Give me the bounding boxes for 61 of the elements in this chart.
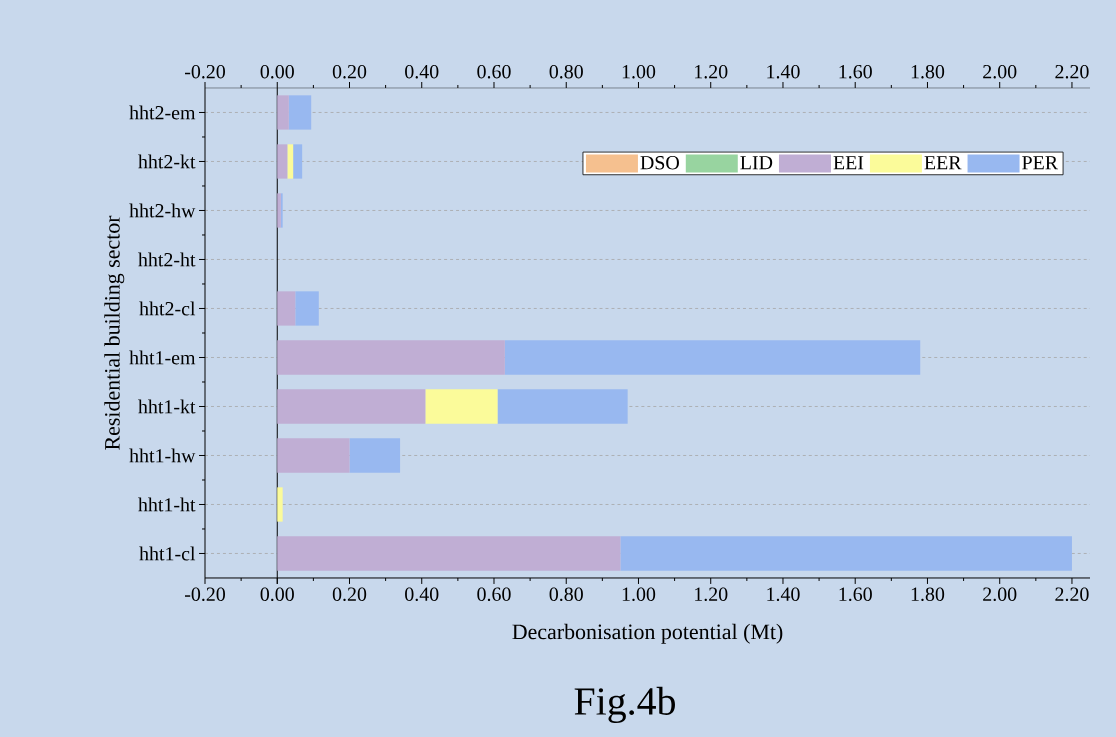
x-tick-label: 0.20 — [332, 587, 367, 602]
bar — [277, 144, 288, 179]
x-tick-label: 1.20 — [695, 587, 728, 602]
x-tick-label: 2.00 — [983, 587, 1017, 602]
y-tick-label: hht2-kt — [138, 154, 196, 169]
x2-tick-label: 0.20 — [332, 64, 367, 79]
x2-tick-label: 2.20 — [1055, 64, 1089, 79]
x-tick-label: 0.00 — [260, 587, 294, 602]
legend-label: EEI — [833, 156, 864, 170]
y-tick-label: hht2-hw — [129, 203, 196, 218]
x2-tick-label: 1.00 — [622, 64, 656, 79]
x2-tick-label: 2.00 — [983, 64, 1017, 79]
x2-tick-label: 0.60 — [477, 64, 511, 79]
bar — [497, 389, 628, 424]
bar — [288, 95, 312, 130]
y-tick-label: hht1-ht — [138, 497, 196, 512]
y-tick-label: hht1-hw — [129, 448, 196, 463]
x-tick-label: 1.80 — [911, 587, 945, 602]
x-tick-label: 1.00 — [622, 587, 656, 602]
y-tick-label: hht2-em — [129, 105, 196, 120]
y-axis-title: Residential building sector — [104, 215, 125, 450]
bar — [277, 487, 283, 522]
y-tick-label: hht2-cl — [139, 301, 196, 316]
caption: Fig.4b — [574, 686, 675, 724]
bar — [277, 389, 426, 424]
bar — [277, 536, 621, 571]
bar — [277, 95, 289, 130]
x-tick-label: 1.40 — [767, 587, 800, 602]
x2-tick-label: 1.60 — [839, 64, 872, 79]
x2-tick-label: 1.40 — [767, 64, 800, 79]
legend-label: LID — [740, 156, 773, 170]
bar — [277, 438, 350, 473]
bar — [277, 291, 296, 326]
bar — [425, 389, 498, 424]
bar — [293, 144, 303, 179]
x2-tick-label: -0.20 — [184, 64, 225, 79]
y-tick-label: hht1-kt — [138, 399, 196, 414]
bar — [349, 438, 401, 473]
x2-tick-label: 1.20 — [695, 64, 728, 79]
bar — [504, 340, 921, 375]
x2-tick-label: 0.40 — [405, 64, 439, 79]
x-tick-label: 2.20 — [1055, 587, 1089, 602]
legend-label: DSO — [640, 156, 679, 170]
x-tick-label: 0.40 — [405, 587, 439, 602]
legend-label: EER — [924, 156, 962, 170]
x-tick-label: 1.60 — [839, 587, 872, 602]
bar — [277, 340, 505, 375]
x-tick-label: -0.20 — [184, 587, 225, 602]
bar — [287, 144, 294, 179]
y-tick-label: hht2-ht — [138, 252, 196, 267]
x-axis-title: Decarbonisation potential (Mt) — [512, 623, 783, 644]
x2-tick-label: 1.80 — [911, 64, 945, 79]
x-tick-label: 0.60 — [477, 587, 511, 602]
y-tick-label: hht1-em — [129, 350, 196, 365]
x-tick-label: 0.80 — [549, 587, 583, 602]
bar — [295, 291, 319, 326]
x2-tick-label: 0.80 — [549, 64, 583, 79]
bar — [620, 536, 1072, 571]
y-tick-label: hht1-cl — [139, 546, 196, 561]
legend-label: PER — [1022, 156, 1059, 170]
x2-tick-label: 0.00 — [260, 64, 294, 79]
